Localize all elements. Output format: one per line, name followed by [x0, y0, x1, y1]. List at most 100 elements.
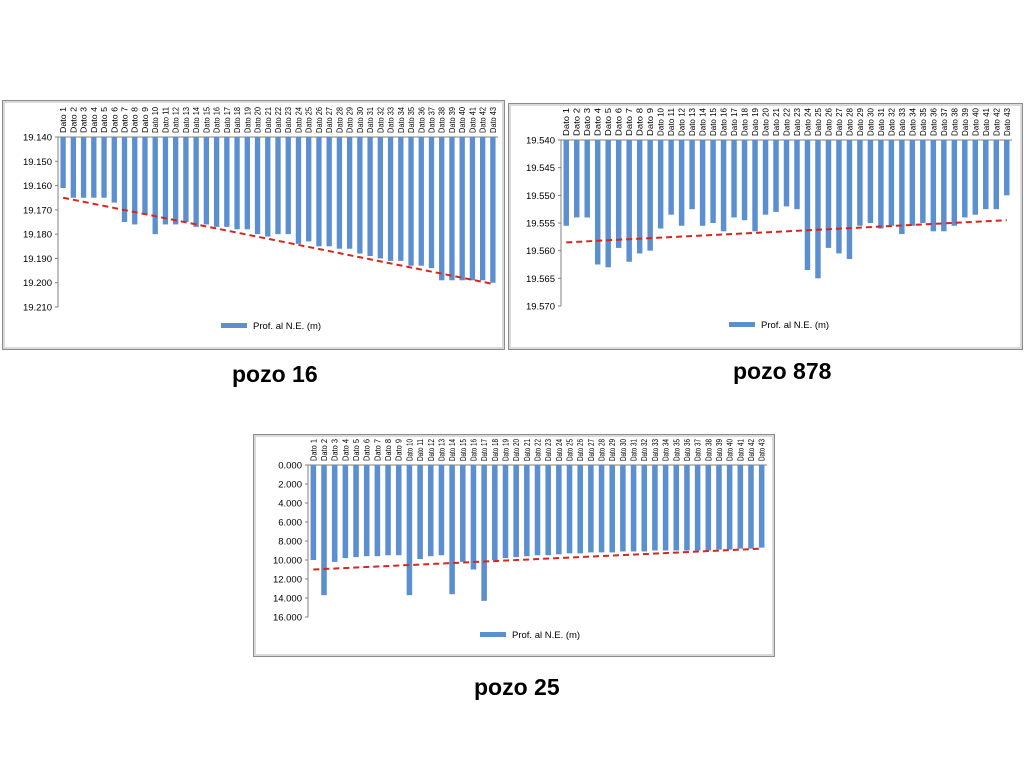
x-tick-label: Dato 17	[729, 108, 739, 136]
bar	[636, 140, 643, 254]
bar	[132, 137, 138, 225]
trendline	[62, 196, 494, 285]
bar	[710, 140, 716, 223]
x-tick-label: Dato 43	[757, 439, 767, 461]
chart-pozo-878: 19.540 19.545 19.550 19.555 19.560 19.565 19.5…	[526, 108, 1012, 331]
bar	[479, 137, 486, 281]
y-tick-label: 19.550	[526, 191, 555, 202]
bar	[244, 137, 250, 230]
y-tick-label: 19.570	[526, 302, 555, 313]
legend-label: Prof. al N.E. (m)	[253, 321, 321, 332]
bar	[224, 137, 230, 227]
bar	[70, 137, 77, 198]
y-tick-label: 0.000	[278, 461, 302, 472]
x-tick-label: Dato 34	[396, 107, 406, 133]
x-tick-label: Dato 21	[522, 439, 532, 461]
bar	[899, 140, 905, 235]
bar	[972, 140, 979, 215]
x-tick-label: Dato 12	[677, 108, 687, 136]
bar	[748, 465, 754, 549]
chart-caption-pozo-16: pozo 16	[232, 361, 318, 387]
bar	[342, 465, 349, 559]
bar	[652, 465, 658, 551]
x-tick-label: Dato 31	[629, 439, 639, 461]
bar	[668, 140, 674, 215]
x-tick-label: Dato 13	[181, 107, 191, 133]
legend-swatch	[480, 632, 506, 637]
x-tick-label: Dato 22	[533, 439, 543, 461]
x-tick-label: Dato 29	[855, 108, 865, 136]
bar	[689, 140, 695, 210]
x-tick-label: Dato 23	[283, 107, 293, 133]
legend-swatch	[729, 322, 755, 327]
x-tick-label: Dato 28	[844, 108, 854, 136]
bar	[513, 465, 519, 558]
bar	[609, 465, 615, 553]
bar	[1004, 140, 1010, 196]
x-tick-label: Dato 23	[792, 108, 802, 136]
bar	[962, 140, 968, 218]
x-tick-label: Dato 2	[319, 439, 329, 461]
x-tick-label: Dato 36	[416, 107, 426, 133]
x-tick-label: Dato 3	[79, 107, 89, 133]
x-tick-label: Dato 18	[232, 107, 242, 133]
x-tick-label: Dato 32	[375, 107, 385, 133]
x-tick-label: Dato 33	[897, 108, 907, 136]
bar	[395, 465, 402, 556]
y-tick-label: 14.000	[273, 594, 302, 605]
bar	[162, 137, 169, 225]
x-tick-label: Dato 9	[394, 439, 404, 461]
bar	[377, 137, 383, 259]
x-tick-label: Dato 27	[324, 107, 334, 133]
x-tick-label: Dato 19	[750, 108, 760, 136]
bar	[534, 465, 541, 556]
bar	[121, 137, 128, 222]
bar	[909, 140, 916, 226]
bar	[265, 137, 271, 237]
y-tick-label: 19.540	[526, 136, 555, 147]
y-tick-label: 19.210	[23, 303, 52, 314]
x-tick-label: Dato 1	[561, 108, 571, 136]
x-tick-label: Dato 7	[120, 107, 130, 133]
x-tick-label: Dato 10	[404, 439, 414, 461]
x-tick-label: Dato 31	[365, 107, 375, 133]
bar	[183, 137, 189, 222]
x-tick-label: Dato 15	[458, 439, 468, 461]
x-tick-label: Dato 37	[693, 439, 703, 461]
bar	[363, 465, 370, 557]
x-tick-label: Dato 19	[500, 439, 510, 461]
x-tick-label: Dato 29	[345, 107, 355, 133]
bar	[213, 137, 220, 227]
bar	[752, 140, 758, 232]
x-tick-label: Dato 8	[130, 107, 140, 133]
x-tick-label: Dato 2	[68, 107, 78, 133]
bar	[353, 465, 359, 558]
x-tick-label: Dato 43	[488, 107, 498, 133]
bar	[626, 140, 632, 262]
bar	[804, 140, 811, 271]
x-tick-label: Dato 42	[991, 108, 1001, 136]
x-tick-label: Dato 5	[99, 107, 109, 133]
x-tick-label: Dato 30	[618, 439, 628, 461]
bar	[460, 465, 466, 562]
x-tick-label: Dato 36	[928, 108, 938, 136]
x-tick-label: Dato 33	[386, 107, 396, 133]
x-tick-label: Dato 43	[1002, 108, 1012, 136]
x-tick-label: Dato 8	[383, 439, 393, 461]
x-tick-label: Dato 9	[645, 108, 655, 136]
bar	[295, 137, 302, 244]
chart-panel-pozo-16: 19.140 19.150 19.160 19.170 19.180 19.190 19.2…	[2, 100, 505, 350]
bar	[737, 465, 744, 549]
x-tick-label: Dato 15	[201, 107, 211, 133]
bar	[594, 140, 601, 265]
x-tick-label: Dato 17	[222, 107, 232, 133]
x-tick-label: Dato 18	[740, 108, 750, 136]
bar	[490, 137, 496, 283]
bar	[641, 465, 648, 552]
x-tick-label: Dato 17	[479, 439, 489, 461]
x-tick-label: Dato 5	[603, 108, 613, 136]
chart-pozo-16: 19.140 19.150 19.160 19.170 19.180 19.190 19.2…	[23, 107, 498, 332]
x-tick-label: Dato 21	[771, 108, 781, 136]
x-tick-label: Dato 35	[918, 108, 928, 136]
bar	[387, 137, 394, 261]
